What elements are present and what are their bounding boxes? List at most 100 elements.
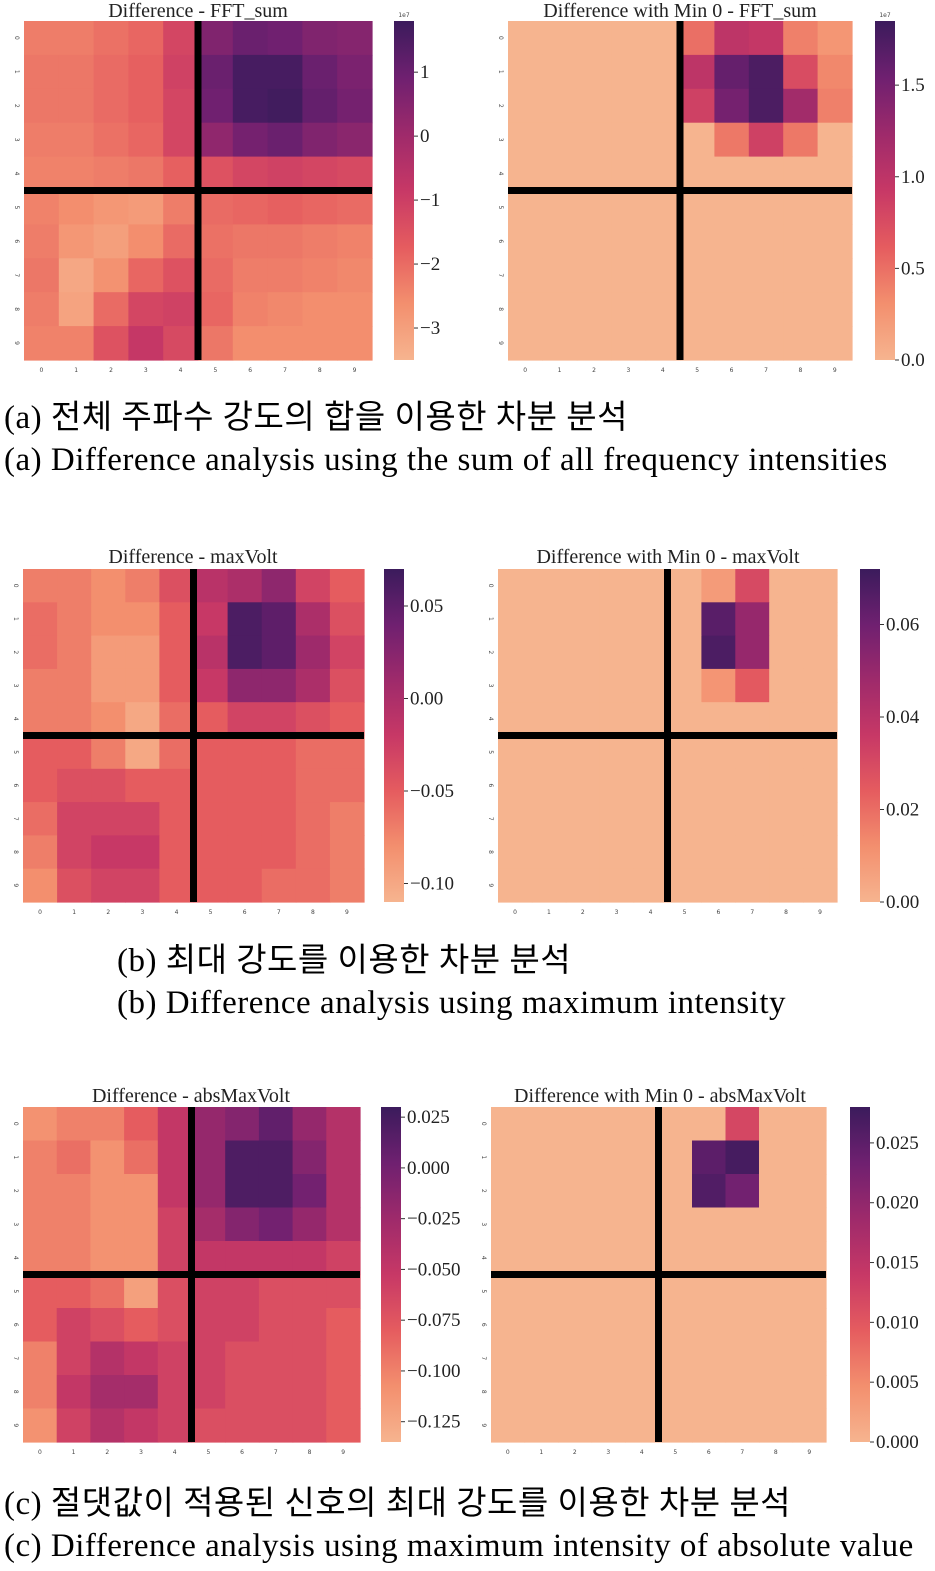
heatmap-cell	[576, 326, 612, 361]
heatmap-cell	[267, 21, 303, 56]
heatmap-cell	[658, 1408, 693, 1443]
heatmap-cell	[191, 1241, 226, 1276]
heatmap-cell	[261, 835, 297, 870]
heatmap-cell	[531, 735, 567, 770]
heatmap-cell	[267, 258, 303, 293]
x-tick-label: 8	[784, 909, 788, 916]
heatmap-cell	[193, 668, 229, 703]
heatmap-cell	[692, 1341, 727, 1376]
heatmap-cell	[692, 1375, 727, 1410]
heatmap-cell	[748, 54, 784, 90]
y-tick-label: 9	[480, 1423, 487, 1427]
heatmap-cell	[735, 835, 770, 870]
heatmap-cell	[157, 1341, 193, 1376]
heatmap-cell	[667, 735, 702, 770]
x-tick-label: 2	[592, 367, 596, 374]
heatmap-cell	[491, 1308, 526, 1343]
heatmap-cell	[759, 1174, 794, 1209]
x-tick-label: 1	[72, 909, 76, 916]
heatmap-cell	[58, 21, 95, 56]
heatmap-cell	[337, 224, 373, 259]
y-tick-label: 6	[13, 239, 20, 243]
x-tick-label: 4	[175, 909, 179, 916]
heatmap-cell	[193, 868, 229, 903]
heatmap-cell	[267, 190, 303, 225]
heatmap-cell	[93, 21, 129, 56]
heatmap-cell	[491, 1274, 526, 1309]
heatmap-cell	[769, 768, 804, 803]
heatmap-cell	[159, 668, 195, 703]
heatmap-cell	[329, 768, 365, 803]
heatmap-cell	[261, 668, 297, 703]
heatmap-cell	[498, 768, 533, 803]
heatmap-cell	[508, 88, 543, 124]
heatmap-cell	[23, 1107, 58, 1142]
y-tick-label: 8	[480, 1390, 487, 1394]
colorbar-tick-label: −0.025	[407, 1209, 460, 1230]
heatmap-cell	[128, 292, 164, 327]
heatmap-cell	[232, 326, 269, 361]
heatmap-cell	[326, 1375, 361, 1410]
heatmap-cell	[803, 868, 838, 903]
x-tick-label: 7	[764, 367, 768, 374]
colorbar-tick-label: 1.5	[901, 75, 925, 96]
heatmap-cell	[24, 156, 60, 192]
heatmap-cell	[725, 1241, 760, 1276]
heatmap-cell	[163, 156, 199, 192]
heatmap-cell	[302, 224, 338, 259]
y-tick-label: 5	[13, 206, 20, 210]
heatmap-cell	[93, 122, 129, 158]
heatmap-cell	[191, 1207, 226, 1242]
colorbar	[850, 1107, 870, 1442]
heatmap-cell	[599, 702, 635, 737]
heatmap-cell	[524, 1107, 559, 1142]
heatmap-cell	[198, 88, 234, 124]
heatmap-cell	[198, 326, 234, 361]
heatmap-cell	[667, 835, 702, 870]
heatmap-cell	[558, 1107, 593, 1142]
heatmap-cell	[680, 122, 715, 158]
heatmap-cell	[591, 1408, 626, 1443]
heatmap-cell	[128, 88, 164, 124]
x-tick-label: 0	[513, 909, 517, 916]
heatmap-cell	[817, 258, 853, 293]
heatmap-cell	[792, 1140, 827, 1175]
heatmap-cell	[225, 1207, 260, 1242]
heatmap-cell	[23, 702, 58, 737]
x-tick-label: 9	[345, 909, 349, 916]
heatmap-cell	[769, 602, 804, 637]
heatmap-cell	[326, 1341, 361, 1376]
heatmap-cell	[56, 1375, 91, 1410]
heatmap-cell	[680, 54, 715, 90]
heatmap-cell	[90, 1341, 125, 1376]
heatmap-cell	[759, 1274, 794, 1309]
x-tick-label: 6	[248, 367, 252, 374]
heatmap-cell	[193, 835, 229, 870]
heatmap-cell	[124, 1241, 159, 1276]
heatmap-cell	[23, 1274, 58, 1309]
heatmap-cell	[817, 88, 853, 124]
colorbar	[860, 569, 880, 902]
heatmap-cell	[714, 54, 750, 90]
heatmap-cell	[625, 1207, 660, 1242]
heatmap-cell	[692, 1174, 727, 1209]
divider-horizontal	[491, 1271, 826, 1278]
heatmap-cell	[23, 635, 58, 670]
heatmap-cell	[633, 635, 669, 670]
heatmap-cell	[680, 326, 715, 361]
heatmap-cell	[531, 835, 567, 870]
heatmap-cell	[329, 569, 365, 603]
heatmap-cell	[337, 292, 373, 327]
colorbar-tick-label: −0.05	[410, 781, 454, 802]
x-tick-label: 8	[774, 1449, 778, 1456]
heatmap-cell	[725, 1174, 760, 1209]
heatmap-cell	[227, 702, 263, 737]
x-tick-label: 4	[179, 367, 183, 374]
heatmap-cell	[792, 1308, 827, 1343]
y-tick-label: 9	[13, 341, 20, 345]
heatmap-cell	[157, 1274, 193, 1309]
heatmap-panel-5: Difference - absMaxVolt 0 1 2 3 4 5 6 7 8 9 0 1 2 3 4 5 6…	[12, 1085, 460, 1456]
heatmap-cell	[817, 156, 853, 192]
heatmap-cell	[633, 802, 669, 836]
heatmap-cell	[667, 602, 702, 637]
